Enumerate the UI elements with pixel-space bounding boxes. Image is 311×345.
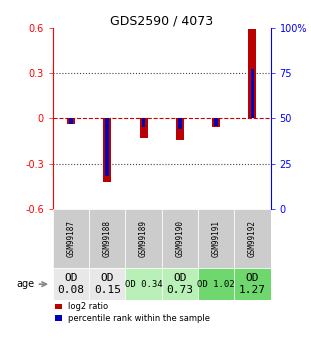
Title: GDS2590 / 4073: GDS2590 / 4073	[110, 14, 213, 28]
Bar	[234, 268, 271, 300]
Bar	[53, 209, 89, 268]
Text: OD 0.34: OD 0.34	[125, 280, 162, 289]
Bar	[105, 118, 109, 176]
Text: OD 1.02: OD 1.02	[197, 280, 235, 289]
Bar	[234, 209, 271, 268]
Text: age: age	[16, 279, 35, 289]
Bar	[178, 118, 182, 129]
Text: OD
0.15: OD 0.15	[94, 273, 121, 295]
Bar	[198, 268, 234, 300]
Text: OD
1.27: OD 1.27	[239, 273, 266, 295]
Text: OD
0.08: OD 0.08	[58, 273, 85, 295]
Bar	[69, 118, 73, 124]
Bar	[212, 118, 220, 127]
Bar	[162, 209, 198, 268]
Bar	[142, 118, 145, 127]
Bar	[248, 29, 256, 118]
Bar	[53, 268, 89, 300]
Bar	[89, 268, 125, 300]
Text: GSM99191: GSM99191	[212, 220, 220, 257]
Bar	[214, 118, 218, 126]
Text: GSM99192: GSM99192	[248, 220, 257, 257]
Bar	[125, 268, 162, 300]
Text: GSM99187: GSM99187	[67, 220, 76, 257]
Bar	[89, 209, 125, 268]
Legend: log2 ratio, percentile rank within the sample: log2 ratio, percentile rank within the s…	[55, 303, 210, 323]
Text: OD
0.73: OD 0.73	[166, 273, 193, 295]
Bar	[103, 118, 111, 182]
Bar	[140, 118, 148, 138]
Bar	[198, 209, 234, 268]
Text: GSM99190: GSM99190	[175, 220, 184, 257]
Bar	[176, 118, 184, 139]
Text: GSM99188: GSM99188	[103, 220, 112, 257]
Bar	[251, 69, 254, 118]
Text: GSM99189: GSM99189	[139, 220, 148, 257]
Bar	[162, 268, 198, 300]
Bar	[125, 209, 162, 268]
Bar	[67, 118, 75, 125]
